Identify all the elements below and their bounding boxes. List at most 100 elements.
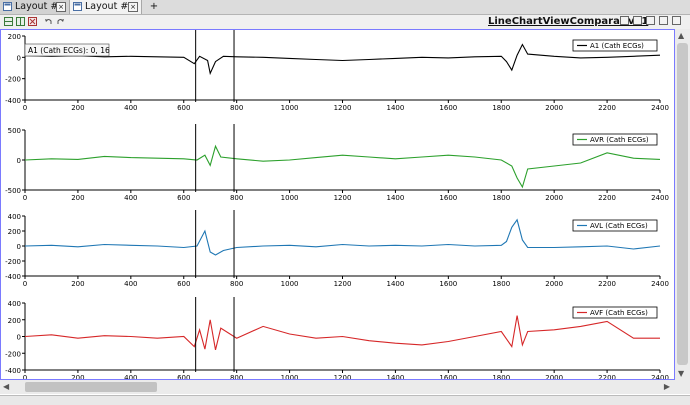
y-tick-label: 200	[8, 228, 21, 236]
x-tick-label: 400	[124, 374, 137, 379]
x-tick-label: 1400	[387, 280, 405, 288]
y-tick-label: 0	[17, 243, 21, 251]
x-tick-label: 1200	[334, 280, 352, 288]
x-tick-label: 1000	[281, 374, 299, 379]
tab-bar: Layout #1 × Layout #2 × +	[0, 0, 690, 15]
y-tick-label: -400	[5, 367, 21, 375]
vertical-scroll-thumb[interactable]	[677, 43, 688, 365]
layout-icon	[73, 2, 82, 11]
x-tick-label: 2200	[598, 194, 616, 202]
x-tick-label: 2200	[598, 280, 616, 288]
x-tick-label: 1200	[334, 374, 352, 379]
x-tick-label: 1600	[439, 374, 457, 379]
toggle-view-icon[interactable]	[633, 16, 642, 25]
x-tick-label: 2400	[651, 374, 669, 379]
tab-label: Layout #1	[15, 1, 65, 12]
scroll-right-icon[interactable]: ▶	[663, 382, 670, 391]
x-tick-label: 1000	[281, 280, 299, 288]
toolbar	[0, 15, 690, 30]
settings-icon[interactable]	[659, 16, 668, 25]
close-frame-icon[interactable]	[28, 17, 37, 26]
x-tick-label: 200	[71, 104, 84, 112]
add-tab-button[interactable]: +	[149, 1, 159, 12]
scroll-down-icon[interactable]: ▼	[678, 369, 685, 378]
x-tick-label: 600	[177, 280, 190, 288]
layout-grid-icon[interactable]	[620, 16, 629, 25]
python-shell-bar	[0, 395, 690, 405]
series-line	[24, 218, 661, 256]
x-tick-label: 2400	[651, 194, 669, 202]
y-tick-label: 400	[8, 213, 21, 221]
legend-label: AVL (Cath ECGs)	[590, 222, 648, 230]
x-tick-label: 2000	[545, 280, 563, 288]
close-icon[interactable]: ×	[128, 2, 138, 12]
y-tick-label: -200	[5, 76, 21, 84]
x-tick-label: 600	[177, 194, 190, 202]
x-tick-label: 800	[230, 194, 243, 202]
vertical-scrollbar[interactable]: ▲ ▼	[675, 29, 690, 380]
x-tick-label: 2200	[598, 104, 616, 112]
x-tick-label: 1000	[281, 104, 299, 112]
view-title: LineChartViewComparative1	[488, 16, 649, 27]
split-horizontal-icon[interactable]	[4, 17, 13, 26]
y-tick-label: 200	[8, 33, 21, 41]
y-tick-label: 500	[8, 127, 21, 135]
horizontal-scrollbar[interactable]: ◀ ▶	[0, 380, 690, 394]
y-tick-label: 0	[17, 334, 21, 342]
y-tick-label: -200	[5, 350, 21, 358]
x-tick-label: 1000	[281, 194, 299, 202]
legend-box	[572, 219, 658, 232]
x-tick-label: 2200	[598, 374, 616, 379]
x-tick-label: 1800	[492, 104, 510, 112]
x-tick-label: 200	[71, 374, 84, 379]
x-tick-label: 600	[177, 374, 190, 379]
close-icon[interactable]: ×	[56, 2, 66, 12]
tooltip-text: A1 (Cath ECGs): 0, 16	[28, 46, 110, 55]
legend-label: A1 (Cath ECGs)	[590, 42, 644, 50]
y-tick-label: 200	[8, 317, 21, 325]
tooltip-box	[24, 43, 110, 57]
redo-icon[interactable]	[56, 17, 65, 26]
x-tick-label: 0	[23, 104, 27, 112]
legend-box	[572, 306, 658, 319]
x-tick-label: 1800	[492, 194, 510, 202]
tab-layout-1[interactable]: Layout #1 ×	[0, 0, 70, 14]
x-tick-label: 1400	[387, 104, 405, 112]
legend-box	[572, 133, 658, 146]
y-tick-label: -400	[5, 273, 21, 281]
undo-icon[interactable]	[44, 17, 53, 26]
legend-label: AVR (Cath ECGs)	[590, 136, 649, 144]
series-line	[24, 144, 661, 189]
y-tick-label: -500	[5, 187, 21, 195]
horizontal-scroll-thumb[interactable]	[25, 382, 157, 392]
x-tick-label: 2000	[545, 374, 563, 379]
scroll-up-icon[interactable]: ▲	[678, 31, 685, 40]
x-tick-label: 1600	[439, 280, 457, 288]
zoom-icon[interactable]	[646, 16, 655, 25]
tab-layout-2[interactable]: Layout #2 ×	[70, 0, 142, 14]
chart-area[interactable]: 200 0 -200 -400 0 200 400 600 800 1000 1200 1400 160…	[0, 29, 675, 382]
y-tick-label: -200	[5, 258, 21, 266]
split-vertical-icon[interactable]	[16, 17, 25, 26]
x-tick-label: 1200	[334, 104, 352, 112]
x-tick-label: 400	[124, 280, 137, 288]
x-tick-label: 1600	[439, 104, 457, 112]
legend-label: AVF (Cath ECGs)	[590, 309, 648, 317]
layout-icon	[3, 2, 12, 11]
y-tick-label: 400	[8, 300, 21, 308]
x-tick-label: 200	[71, 194, 84, 202]
close-view-icon[interactable]	[672, 16, 681, 25]
x-tick-label: 400	[124, 194, 137, 202]
series-line	[24, 315, 660, 351]
scroll-left-icon[interactable]: ◀	[3, 382, 10, 391]
x-tick-label: 800	[230, 104, 243, 112]
x-tick-label: 0	[23, 194, 27, 202]
x-tick-label: 0	[23, 280, 27, 288]
x-tick-label: 2000	[545, 104, 563, 112]
legend-box	[572, 39, 658, 52]
x-tick-label: 0	[23, 374, 27, 379]
